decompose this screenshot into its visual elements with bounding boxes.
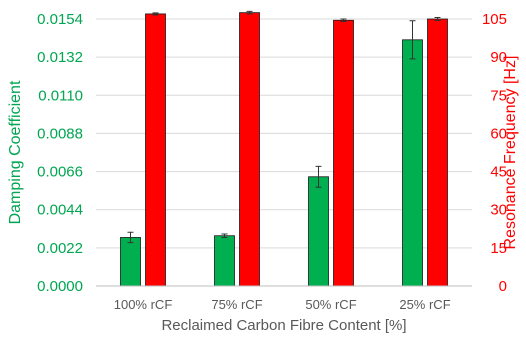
error-bar <box>315 165 322 188</box>
error-bar <box>246 10 253 15</box>
x-tick-label: 25% rCF <box>399 297 450 312</box>
x-tick-label: 50% rCF <box>305 297 356 312</box>
x-axis-ticks: 100% rCF 75% rCF 50% rCF 25% rCF <box>114 297 451 312</box>
frequency-bar <box>333 19 354 287</box>
x-axis-title: Reclaimed Carbon Fibre Content [%] <box>161 317 406 334</box>
left-tick-label: 0.0022 <box>37 240 83 257</box>
right-axis-ticks: 0 15 30 45 60 75 90 105 <box>482 11 507 295</box>
x-tick-label: 100% rCF <box>114 297 173 312</box>
right-tick-label: 15 <box>490 240 507 257</box>
right-tick-label: 105 <box>482 11 507 28</box>
right-tick-label: 30 <box>490 202 507 219</box>
left-axis-title: Damping Coefficient <box>7 80 24 224</box>
damping-bar <box>308 176 329 287</box>
right-axis-title: Resonance Frequency [Hz] <box>502 56 519 250</box>
left-axis-ticks: 0.0000 0.0022 0.0044 0.0066 0.0088 0.0110 0.01… <box>37 11 83 295</box>
error-bar <box>127 231 134 244</box>
right-tick-label: 60 <box>490 125 507 142</box>
left-tick-label: 0.0088 <box>37 125 83 142</box>
x-tick-label: 75% rCF <box>211 297 262 312</box>
error-bar <box>340 18 347 23</box>
error-bar <box>152 12 159 16</box>
damping-bar <box>120 237 141 287</box>
left-tick-label: 0.0110 <box>38 87 83 104</box>
right-tick-label: 75 <box>490 87 507 104</box>
right-tick-label: 45 <box>490 164 507 181</box>
left-tick-label: 0.0132 <box>37 49 83 66</box>
frequency-bar <box>145 13 166 287</box>
left-tick-label: 0.0000 <box>37 278 83 295</box>
left-tick-label: 0.0066 <box>37 164 83 181</box>
frequency-bar <box>427 18 448 287</box>
left-tick-label: 0.0044 <box>37 202 83 219</box>
right-tick-label: 90 <box>490 49 507 66</box>
damping-bar <box>214 235 235 287</box>
error-bar <box>434 16 441 22</box>
frequency-bar <box>239 12 260 287</box>
right-tick-label: 0 <box>499 278 507 295</box>
left-tick-label: 0.0154 <box>37 11 83 28</box>
error-bar <box>409 20 416 60</box>
error-bar <box>221 233 228 238</box>
damping-bar <box>402 39 423 287</box>
bars <box>120 10 448 287</box>
